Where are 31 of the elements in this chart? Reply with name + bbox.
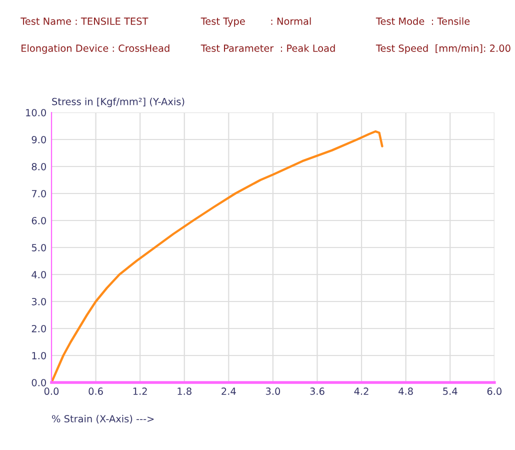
x-tick-label: 3.6 xyxy=(310,388,324,395)
x-tick-label: 4.2 xyxy=(354,388,368,395)
y-tick-label: 5.0 xyxy=(32,244,46,252)
x-tick-label: 5.4 xyxy=(443,388,458,395)
text: Elongation Device : CrossHead xyxy=(22,44,170,54)
x-axis-title: % Strain (X-Axis) ---> xyxy=(52,414,154,424)
y-tick-label: 7.0 xyxy=(32,190,46,198)
text: Test Parameter : Peak Load xyxy=(200,44,335,52)
x-tick-label: 0.0 xyxy=(44,388,59,395)
y-tick-label: 6.0 xyxy=(32,216,46,224)
y-tick-label: 3.0 xyxy=(32,298,46,306)
x-tick-label: 1.8 xyxy=(178,388,192,395)
x-tick-label: 0.6 xyxy=(88,388,103,395)
y-tick-label: 2.0 xyxy=(32,324,46,332)
chart-title: Test Name : TENSILE TEST xyxy=(20,18,148,25)
y-tick-label: 9.0 xyxy=(32,136,46,144)
x-tick-label: 6.0 xyxy=(487,388,502,395)
y-tick-label: 8.0 xyxy=(32,162,46,170)
y-axis-title: Stress in [Kgf/mm²] (Y-Axis) xyxy=(52,98,184,108)
x-tick-label: 1.2 xyxy=(133,388,147,395)
x-tick-label: 4.8 xyxy=(398,388,413,395)
text: Test Mode : Tensile xyxy=(376,17,470,25)
text: Test Speed [mm/min]: 2.00 xyxy=(376,44,510,54)
y-tick-label: 1.0 xyxy=(32,352,46,360)
y-tick-label: 4.0 xyxy=(32,270,46,278)
x-tick-label: 2.4 xyxy=(222,388,236,395)
y-tick-label: 0.0 xyxy=(32,378,46,386)
text: Test Type : Normal xyxy=(200,17,311,27)
x-tick-label: 3.0 xyxy=(266,388,280,395)
y-tick-label: 10.0 xyxy=(26,108,46,116)
line-series xyxy=(52,130,384,382)
